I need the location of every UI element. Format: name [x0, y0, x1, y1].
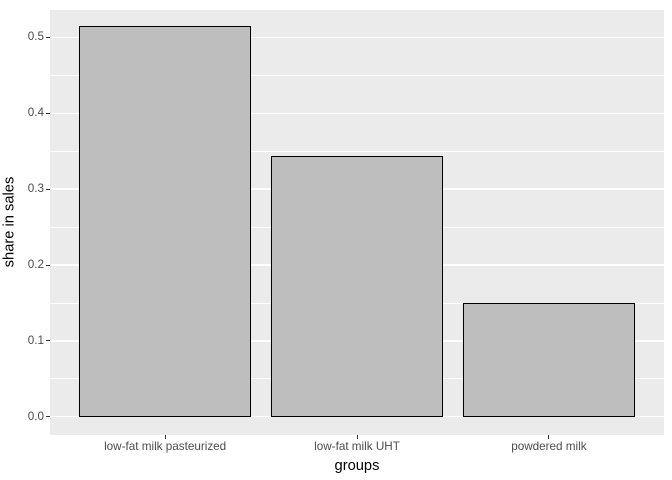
y-tick-mark [46, 416, 50, 418]
y-tick-label: 0.5 [27, 30, 44, 44]
plot-panel [50, 10, 664, 435]
y-tick-label: 0.4 [27, 106, 44, 120]
y-tick-label: 0.1 [27, 333, 44, 347]
gridline-major [50, 36, 664, 38]
bar [462, 302, 636, 417]
x-tick-label: low-fat milk pasteurized [104, 440, 227, 453]
y-tick-mark [46, 340, 50, 342]
x-tick-label: powdered milk [511, 440, 587, 453]
gridline-major [50, 416, 664, 418]
gridline-minor [50, 74, 664, 76]
y-tick-mark [46, 264, 50, 266]
y-tick-label: 0.3 [27, 182, 44, 196]
y-tick-label: 0.2 [27, 258, 44, 271]
x-axis-title: groups [334, 458, 380, 474]
x-tick-label: low-fat milk UHT [314, 440, 400, 453]
gridline-major [50, 112, 664, 114]
y-tick-mark [46, 188, 50, 190]
x-tick-mark [164, 435, 166, 439]
bar [78, 25, 252, 417]
y-tick-mark [46, 112, 50, 114]
x-tick-mark [356, 435, 358, 439]
y-tick-mark [46, 36, 50, 38]
gridline-minor [50, 150, 664, 152]
bar [270, 155, 444, 417]
x-tick-mark [548, 435, 550, 439]
y-tick-label: 0.0 [27, 409, 44, 423]
